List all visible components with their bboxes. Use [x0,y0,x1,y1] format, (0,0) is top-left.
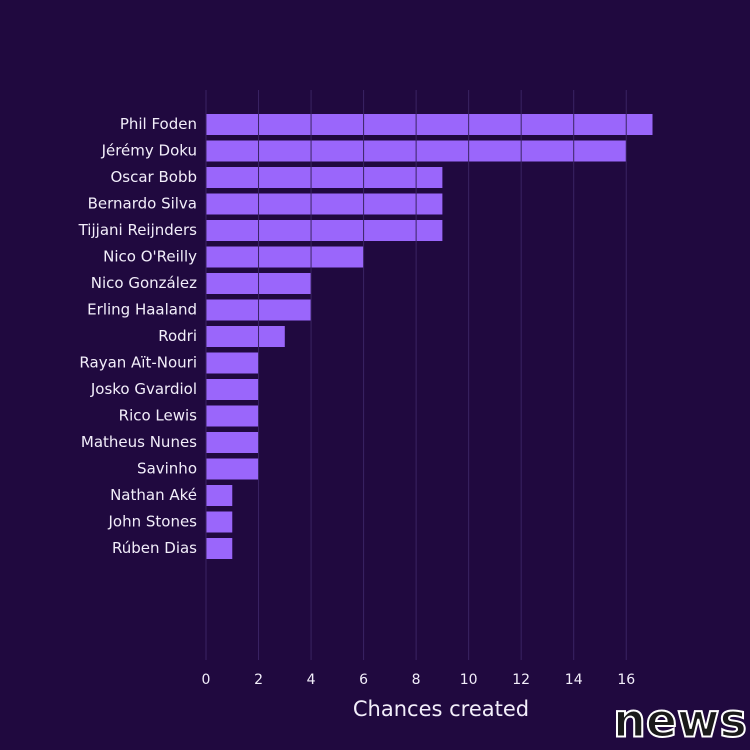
x-tick-label: 4 [307,672,316,688]
y-tick-label: John Stones [107,513,197,531]
y-tick-label: Nico O'Reilly [103,248,197,266]
y-tick-label: Rico Lewis [119,407,198,425]
y-tick-label: Rodri [158,327,197,345]
x-tick-label: 16 [617,672,635,688]
y-tick-label: Nathan Aké [110,486,197,504]
bar [206,167,443,188]
watermark: news [613,694,747,748]
bar [206,379,259,400]
bar [206,485,233,506]
x-tick-label: 8 [412,672,421,688]
y-tick-label: Erling Haaland [87,301,197,319]
bar [206,246,364,268]
x-tick-label: 12 [512,672,530,688]
bar [206,352,259,374]
x-tick-label: 0 [202,672,211,688]
x-tick-label: 10 [460,672,478,688]
bar [206,538,233,559]
bar [206,432,259,453]
y-tick-label: Tijjani Reijnders [78,221,198,239]
x-tick-label: 14 [565,672,583,688]
x-axis-label: Chances created [353,697,529,721]
y-tick-label: Phil Foden [120,115,197,133]
y-tick-label: Josko Gvardiol [90,380,197,398]
bar [206,220,443,241]
y-tick-label: Matheus Nunes [81,433,197,451]
bar [206,511,233,533]
y-tick-label: Oscar Bobb [110,168,197,186]
y-tick-label: Rúben Dias [112,539,197,557]
bar [206,193,443,215]
x-tick-label: 2 [254,672,263,688]
x-tick-label: 6 [359,672,368,688]
bar [206,326,285,347]
y-tick-label: Jérémy Doku [101,142,197,160]
y-tick-label: Savinho [137,460,197,478]
y-tick-label: Rayan Aït-Nouri [79,354,197,372]
y-tick-label: Nico González [91,274,197,292]
bar [206,114,653,135]
y-tick-label: Bernardo Silva [88,195,197,213]
bar [206,458,259,480]
bar [206,405,259,427]
